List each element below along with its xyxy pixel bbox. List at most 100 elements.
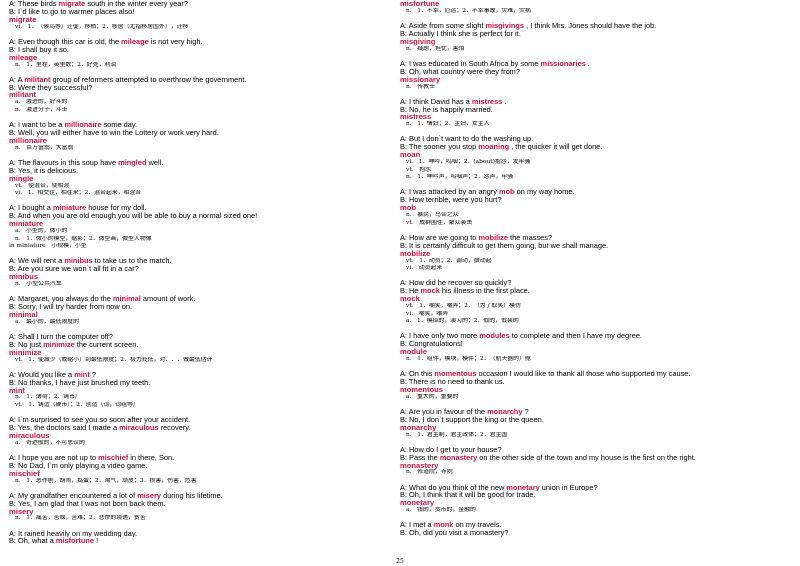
dialogue-text: Sorry, I will try harder from now on. xyxy=(15,302,133,311)
dialogue-text: I`m surprised to see you so soon after y… xyxy=(15,416,191,424)
dialogue-line: A: Shall I turn the computer off? xyxy=(9,333,385,341)
dialogue-text: How do I get to your house? xyxy=(406,445,502,454)
dialogue-line: B: No Dad, I`m only playing a video game… xyxy=(9,462,385,470)
vocab-entry: A: Margaret, you always do the minimal a… xyxy=(9,295,385,326)
dialogue-line: A: A militant group of reformers attempt… xyxy=(9,76,385,84)
definition: vt. 抱怨 xyxy=(400,167,776,175)
dialogue-line: A: How do I get to your house? xyxy=(400,446,776,454)
keyword-highlight: misgivings xyxy=(485,22,525,30)
speaker-label: A: xyxy=(9,37,16,46)
dialogue-text: house for my doll. xyxy=(86,204,147,213)
headword: minibus xyxy=(9,272,39,282)
dialogue-text: Oh, did you visit a monastery? xyxy=(406,529,509,538)
dialogue-line: A: I have only two more modules to compl… xyxy=(400,332,776,340)
dialogue-text: I have only two more xyxy=(406,332,480,341)
headword: mobilize xyxy=(400,248,431,258)
speaker-label: A: xyxy=(9,491,16,500)
dialogue-text: Yes, it is delicious. xyxy=(15,166,79,175)
dialogue-line: A: I was attacked by an angry mob on my … xyxy=(400,188,776,196)
dialogue-text: ! xyxy=(94,537,99,546)
definition: n. 1．薄荷；2．铸币厂 xyxy=(9,394,385,402)
dialogue-line: A: I bought a miniature house for my dol… xyxy=(9,204,385,212)
dialogue-text: on my way home. xyxy=(514,188,575,197)
definition: vt. 使混合，使相混 xyxy=(9,183,385,191)
dialogue-line: A: These birds migrate south in the wint… xyxy=(9,0,385,8)
dialogue-line: A: How did he recover so quickly? xyxy=(400,279,776,287)
speaker-label: A: xyxy=(400,233,407,242)
definition-text: 1．情妇；2．主妇，女主人 xyxy=(417,121,490,128)
speaker-label: A: xyxy=(400,97,407,106)
dialogue-text: Yes, the doctors said I made a xyxy=(15,424,120,432)
dialogue-line: B: I`d like to go to warmer places also! xyxy=(9,8,385,16)
dialogue-line: A: Would you like a mint ? xyxy=(9,371,385,379)
keyword-highlight: militant xyxy=(24,75,51,84)
dialogue-text: Would you like a xyxy=(15,370,75,379)
keyword-highlight: mistress xyxy=(471,97,503,106)
definition: n. 1．呻吟声，呜咽声；2．怨声，牢骚 xyxy=(400,174,776,182)
definition: n. 百万富翁，大富翁 xyxy=(9,145,385,153)
dialogue-line: B: No, I don`t support the king or the q… xyxy=(400,416,776,424)
headword: mingle xyxy=(9,173,34,183)
part-of-speech: a. xyxy=(15,318,21,325)
headword: monarchy xyxy=(400,422,437,432)
definition: a. 重大的，重要的 xyxy=(400,394,776,402)
part-of-speech: a. xyxy=(15,227,21,234)
vocab-entry: A: Even though this car is old, the mile… xyxy=(9,38,385,69)
dialogue-text: recovery. xyxy=(158,424,191,432)
part-of-speech: a. xyxy=(406,393,412,400)
keyword-highlight: mob xyxy=(499,188,515,197)
dialogue-text: Aside from some slight xyxy=(406,22,486,30)
speaker-label: B: xyxy=(9,302,16,311)
headword: millionaire xyxy=(9,135,47,145)
dialogue-line: B: Were they successful? xyxy=(9,84,385,92)
vocab-entry: A: How are we going to mobilize the mass… xyxy=(400,234,776,273)
speaker-label: B: xyxy=(9,7,16,16)
dialogue-line: A: On this momentous occasion I would li… xyxy=(400,370,776,378)
speaker-label: B: xyxy=(9,340,16,349)
headword: minimize xyxy=(9,347,42,357)
speaker-label: A: xyxy=(9,529,16,538)
definition-text: 1．薄荷；2．铸币厂 xyxy=(26,394,81,401)
part-of-speech: n. xyxy=(15,235,21,242)
part-of-speech: vt. xyxy=(15,182,23,189)
speaker-label: B: xyxy=(400,415,407,424)
right-column: misfortune n. 1．不幸，厄运；2．不幸事故，灾难，灾祸 A: Asid… xyxy=(400,0,776,544)
headword: mischief xyxy=(9,468,40,478)
speaker-label: B: xyxy=(9,83,16,92)
dialogue-text: some day. xyxy=(101,121,138,129)
keyword-highlight: mock xyxy=(420,287,440,296)
dialogue-line: B: I shall buy it so. xyxy=(9,46,385,54)
dialogue-text: I shall buy it so. xyxy=(15,45,69,54)
dialogue-line: B: Yes, it is delicious. xyxy=(9,167,385,175)
dialogue-text: I`d like to go to warmer places also! xyxy=(15,7,135,16)
headword: mob xyxy=(400,203,417,213)
definition-text: 钱的，货币的，金融的 xyxy=(417,507,476,514)
headword: misfortune xyxy=(400,0,440,8)
definition: a. 1．模拟的，演习的；2．假的，假装的 xyxy=(400,318,776,326)
speaker-label: B: xyxy=(9,461,16,470)
definition-text: 动员起来 xyxy=(418,265,443,272)
dialogue-line: B: Yes, I am glad that I was not born ba… xyxy=(9,500,385,508)
speaker-label: A: xyxy=(9,370,16,379)
dialogue-text: Oh, what a xyxy=(15,537,56,546)
speaker-label: A: xyxy=(9,158,16,167)
dialogue-line: A: We will rent a minibus to take us to … xyxy=(9,257,385,265)
dialogue-line: A: Margaret, you always do the minimal a… xyxy=(9,295,385,303)
keyword-highlight: mischief xyxy=(98,453,129,462)
definition: vi. 动员起来 xyxy=(400,265,776,273)
vocab-entry: A: I want to be a millionaire some day. B… xyxy=(9,121,385,152)
speaker-label: B: xyxy=(9,265,16,274)
part-of-speech: n. xyxy=(15,477,21,484)
dialogue-line: B: Yes, the doctors said I made a miracu… xyxy=(9,424,385,432)
speaker-label: B: xyxy=(9,128,16,137)
dialogue-line: B: Well, you will either have to win the… xyxy=(9,129,385,137)
vocab-entry: A: A militant group of reformers attempt… xyxy=(9,76,385,115)
dialogue-text: well. xyxy=(146,158,164,167)
headword: module xyxy=(400,347,428,357)
part-of-speech: n. xyxy=(406,83,412,90)
part-of-speech: vt. xyxy=(15,402,23,408)
definition-text: 最小的，最低限度的 xyxy=(26,318,80,325)
keyword-highlight: minimize xyxy=(43,340,75,349)
dialogue-text: union in Europe? xyxy=(539,483,598,492)
keyword-highlight: minibus xyxy=(64,257,93,266)
